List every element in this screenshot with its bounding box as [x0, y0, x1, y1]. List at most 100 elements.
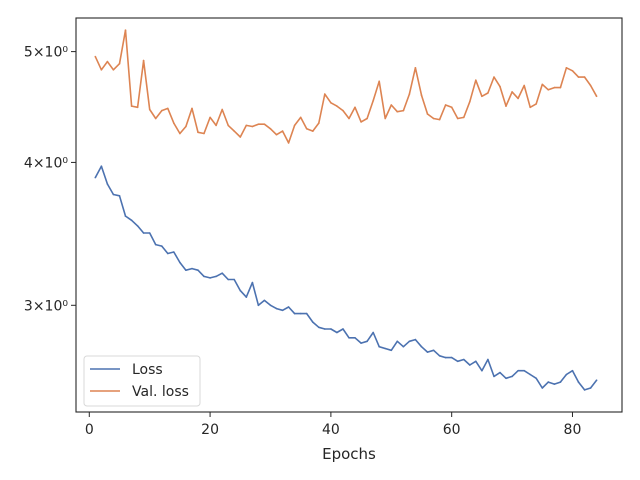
data-point-val-loss — [221, 108, 223, 111]
data-point-val-loss — [481, 95, 483, 98]
data-point-val-loss — [499, 85, 501, 88]
data-point-val-loss — [354, 106, 356, 109]
data-point-val-loss — [529, 106, 531, 109]
data-point-loss — [366, 340, 368, 343]
data-point-val-loss — [263, 123, 266, 125]
data-point-loss — [100, 165, 103, 167]
data-point-val-loss — [456, 117, 459, 120]
data-point-val-loss — [408, 93, 411, 95]
data-point-val-loss — [378, 80, 381, 83]
data-point-val-loss — [469, 100, 471, 103]
data-point-loss — [106, 183, 109, 185]
data-point-loss — [384, 347, 387, 350]
data-point-val-loss — [124, 29, 127, 32]
data-point-val-loss — [438, 118, 441, 121]
y-tick-label: 3×10⁰ — [24, 298, 68, 314]
data-point-loss — [475, 360, 477, 363]
plot-frame — [75, 17, 623, 413]
data-point-val-loss — [275, 133, 278, 136]
data-point-loss — [414, 338, 417, 341]
data-point-loss — [426, 351, 429, 353]
data-point-val-loss — [511, 91, 513, 93]
data-point-loss — [239, 289, 242, 292]
plot-background — [76, 18, 622, 412]
data-point-val-loss — [269, 128, 272, 130]
data-point-loss — [420, 345, 423, 348]
data-point-val-loss — [287, 142, 290, 144]
data-point-loss — [390, 349, 393, 352]
data-point-val-loss — [324, 93, 326, 95]
data-point-val-loss — [475, 79, 477, 81]
data-point-loss — [438, 355, 441, 357]
data-point-val-loss — [390, 104, 393, 106]
data-point-loss — [215, 275, 217, 278]
data-point-loss — [589, 387, 592, 389]
data-point-val-loss — [245, 124, 248, 127]
data-point-val-loss — [293, 124, 296, 127]
x-tick-label: 60 — [443, 422, 461, 438]
data-point-loss — [112, 193, 115, 196]
data-point-loss — [378, 345, 381, 348]
data-point-val-loss — [402, 109, 405, 112]
data-point-loss — [221, 272, 223, 275]
data-point-val-loss — [227, 124, 229, 127]
data-point-val-loss — [112, 69, 115, 71]
data-point-loss — [185, 269, 187, 272]
data-point-loss — [481, 369, 483, 372]
data-point-loss — [130, 219, 133, 222]
series-layer — [94, 29, 598, 391]
legend-label-val-loss: Val. loss — [132, 384, 189, 400]
data-point-val-loss — [203, 132, 205, 135]
data-point-loss — [529, 373, 531, 376]
data-point-loss — [154, 243, 157, 246]
data-point-loss — [233, 278, 235, 281]
data-point-loss — [305, 312, 308, 315]
data-point-loss — [511, 375, 513, 378]
data-point-val-loss — [420, 94, 423, 96]
data-point-val-loss — [305, 128, 308, 130]
data-point-val-loss — [336, 105, 338, 107]
data-point-loss — [336, 331, 338, 334]
data-point-val-loss — [106, 60, 109, 63]
data-point-val-loss — [197, 131, 199, 134]
data-point-loss — [547, 381, 550, 383]
data-point-loss — [565, 373, 568, 376]
data-point-loss — [173, 251, 175, 253]
x-tick-label: 20 — [201, 422, 219, 438]
data-point-loss — [269, 304, 272, 307]
data-point-loss — [142, 232, 145, 234]
data-point-loss — [505, 377, 507, 380]
data-point-loss — [493, 375, 495, 378]
data-point-val-loss — [559, 86, 562, 89]
data-point-val-loss — [142, 59, 145, 62]
legend: Loss Val. loss — [83, 355, 201, 407]
data-point-val-loss — [366, 117, 368, 120]
data-point-val-loss — [450, 106, 453, 109]
x-tick-label: 80 — [564, 422, 582, 438]
data-point-val-loss — [565, 67, 568, 69]
data-point-loss — [245, 296, 248, 298]
data-point-loss — [257, 304, 260, 307]
y-tick-label: 4×10⁰ — [24, 155, 68, 171]
data-point-loss — [318, 326, 320, 329]
data-point-val-loss — [94, 55, 97, 58]
data-point-val-loss — [426, 113, 429, 115]
data-point-loss — [583, 389, 586, 391]
data-point-loss — [577, 381, 580, 383]
data-point-val-loss — [414, 67, 417, 69]
legend-label-loss: Loss — [132, 362, 163, 378]
y-tick-label: 5×10⁰ — [24, 45, 68, 61]
data-point-val-loss — [233, 130, 235, 132]
data-point-val-loss — [432, 117, 435, 120]
data-point-loss — [191, 267, 193, 270]
data-point-val-loss — [209, 116, 211, 119]
data-point-loss — [324, 328, 326, 330]
data-point-val-loss — [191, 107, 193, 110]
data-point-val-loss — [348, 117, 350, 120]
data-point-val-loss — [118, 62, 121, 65]
data-point-val-loss — [517, 97, 519, 100]
data-point-val-loss — [281, 130, 284, 132]
data-point-loss — [571, 369, 574, 372]
data-point-val-loss — [100, 69, 103, 71]
